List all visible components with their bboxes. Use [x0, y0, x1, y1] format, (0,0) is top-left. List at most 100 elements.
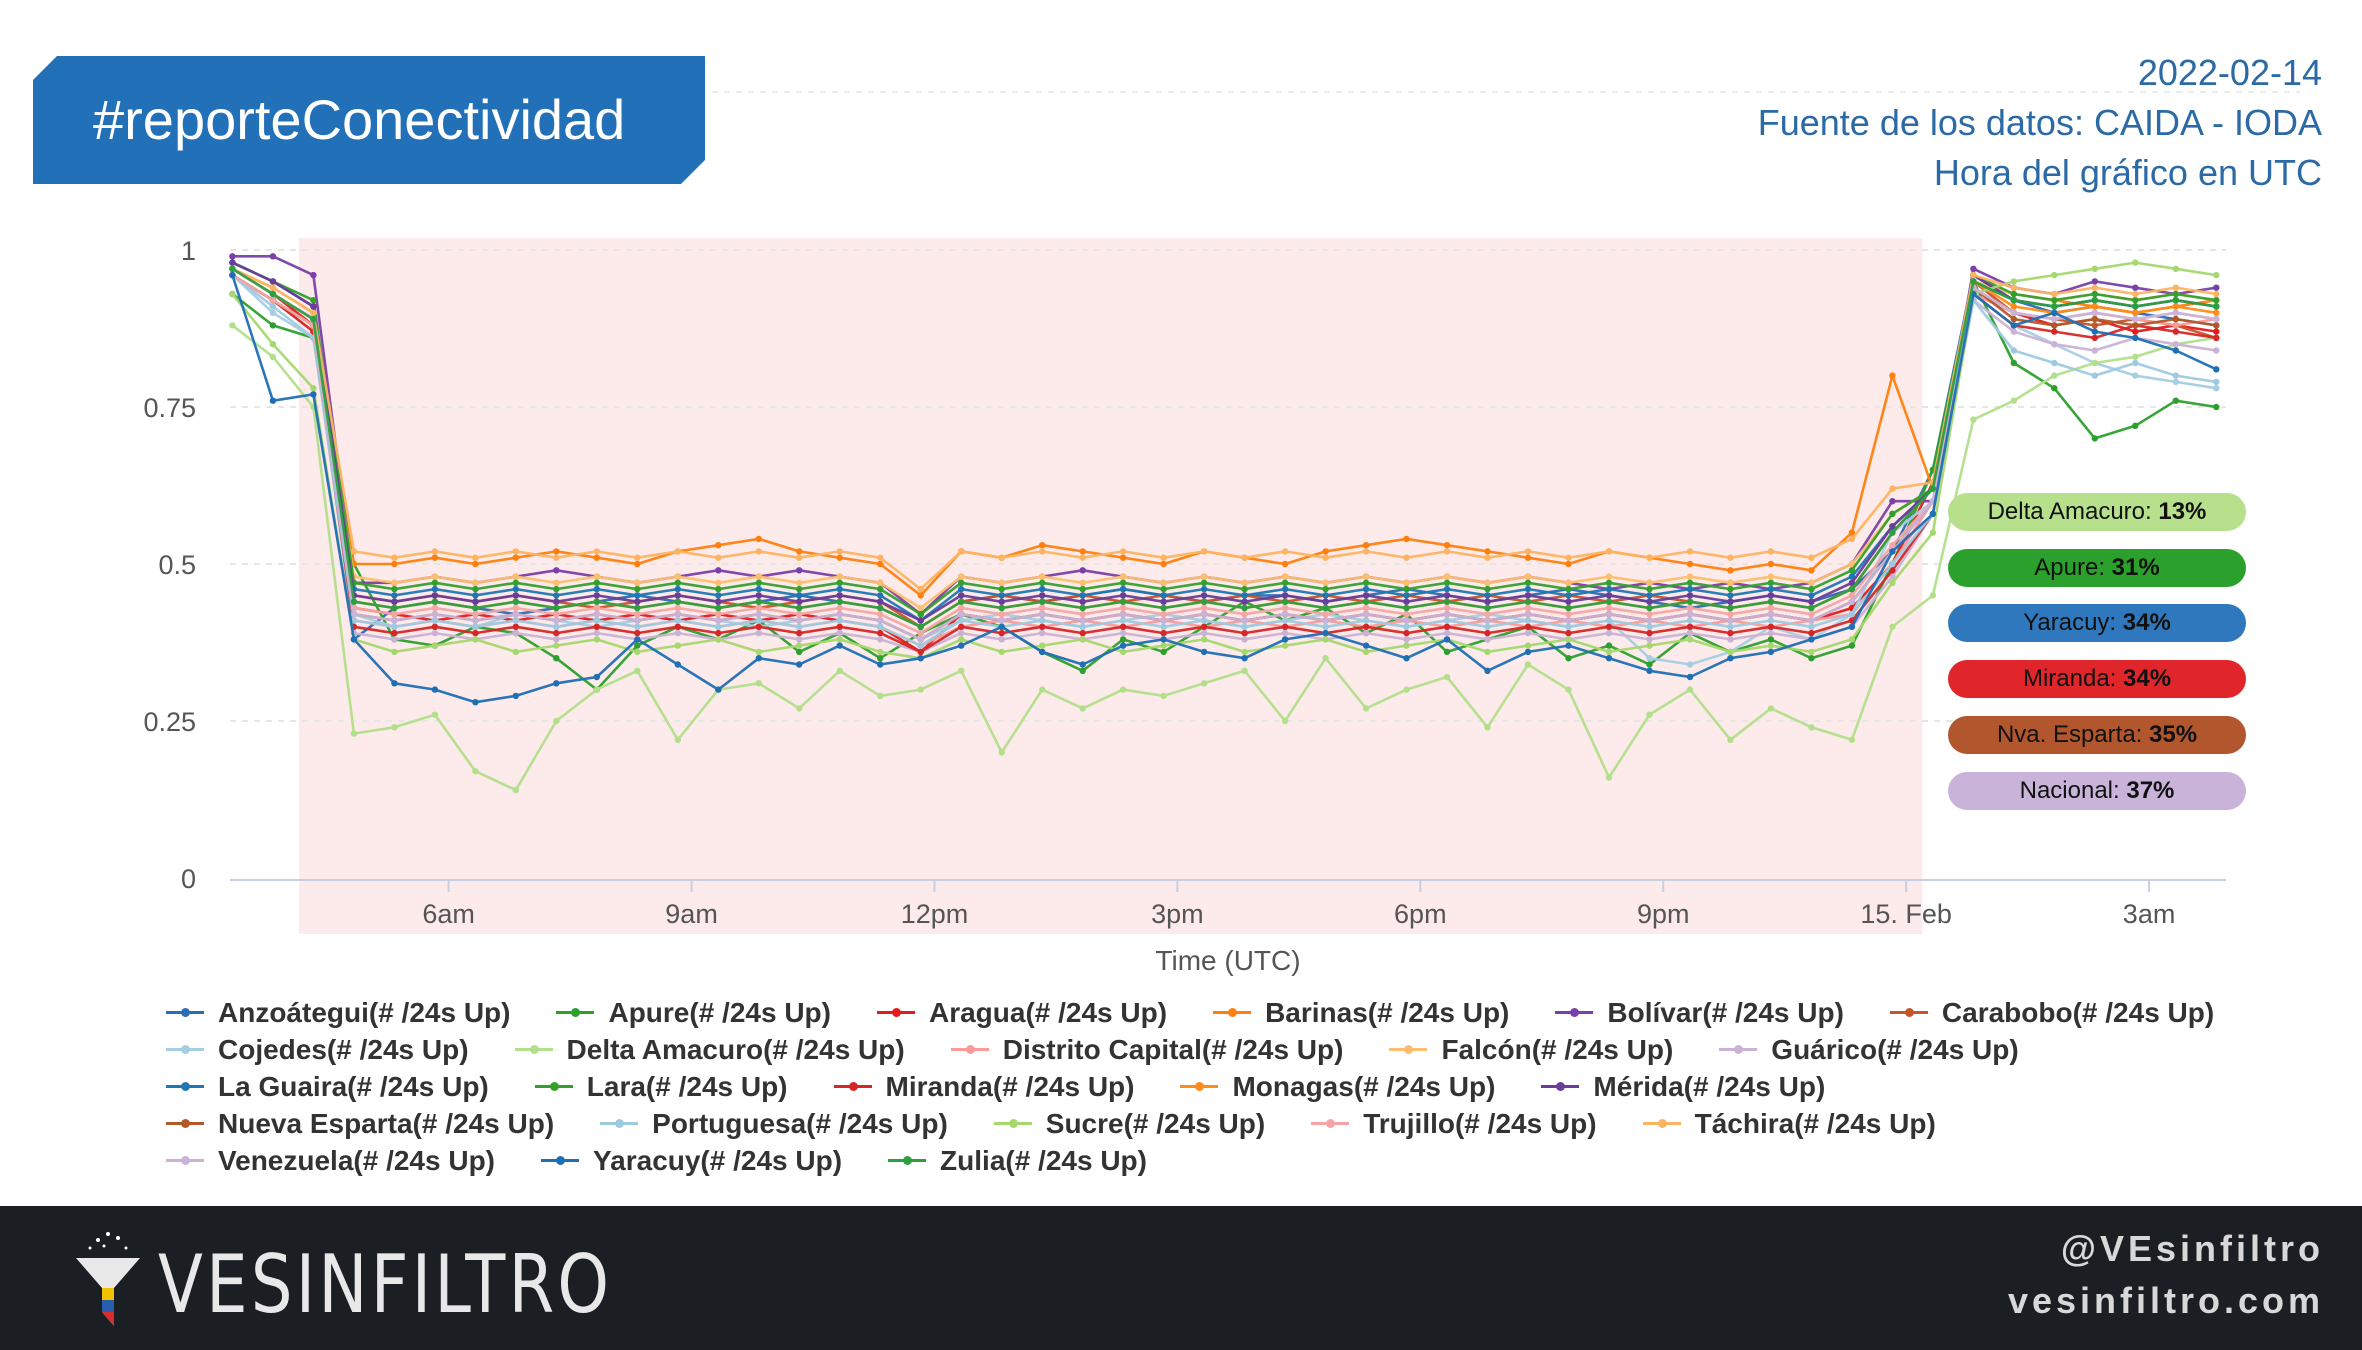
- series-point: [2132, 284, 2139, 291]
- series-point: [634, 667, 641, 674]
- legend-item[interactable]: Distrito Capital(# /24s Up): [950, 1034, 1343, 1066]
- legend-item[interactable]: Monagas(# /24s Up): [1180, 1071, 1495, 1103]
- series-point: [2213, 271, 2220, 279]
- series-point: [1322, 604, 1329, 612]
- series-point: [472, 699, 479, 706]
- series-point: [1970, 271, 1977, 279]
- series-point: [1362, 579, 1370, 586]
- series-point: [512, 786, 519, 794]
- series-point: [1524, 585, 1532, 593]
- series-point: [836, 636, 843, 643]
- legend-item[interactable]: Nueva Esparta(# /24s Up): [166, 1108, 554, 1140]
- series-point: [1889, 548, 1896, 555]
- series-point: [1524, 579, 1532, 586]
- legend-item[interactable]: Miranda(# /24s Up): [833, 1071, 1134, 1103]
- series-point: [796, 648, 803, 656]
- legend-item[interactable]: Barinas(# /24s Up): [1213, 997, 1509, 1029]
- series-point: [2132, 290, 2139, 298]
- legend-item[interactable]: Anzoátegui(# /24s Up): [166, 997, 510, 1029]
- series-point: [1484, 648, 1491, 656]
- series-point: [917, 642, 924, 649]
- series-point: [593, 554, 600, 561]
- series-point: [2213, 378, 2220, 386]
- series-point: [1808, 611, 1815, 618]
- series-point: [877, 554, 884, 561]
- summary-badge-value: 34%: [2123, 665, 2172, 692]
- legend-swatch-icon: [1889, 1008, 1928, 1017]
- series-point: [1362, 573, 1370, 580]
- series-point: [2010, 315, 2018, 323]
- legend-swatch-icon: [1719, 1045, 1758, 1054]
- summary-badge-label: Delta Amacuro:: [1987, 498, 2159, 525]
- x-axis-title: Time (UTC): [1155, 945, 1300, 976]
- series-point: [1848, 529, 1856, 536]
- series-point: [1200, 573, 1208, 580]
- legend-item[interactable]: Lara(# /24s Up): [534, 1071, 788, 1103]
- legend-item[interactable]: Trujillo(# /24s Up): [1311, 1108, 1597, 1140]
- series-point: [634, 560, 641, 568]
- series-point: [1646, 629, 1653, 637]
- y-tick-label: 0.5: [158, 550, 196, 580]
- legend-item[interactable]: Portuguesa(# /24s Up): [600, 1108, 948, 1140]
- series-point: [958, 667, 965, 674]
- series-point: [1403, 623, 1410, 630]
- series-point: [553, 655, 560, 662]
- legend-item[interactable]: Zulia(# /24s Up): [888, 1145, 1147, 1177]
- x-tick-label: 6am: [422, 899, 475, 929]
- legend-item[interactable]: Cojedes(# /24s Up): [166, 1034, 469, 1066]
- legend-item[interactable]: Sucre(# /24s Up): [993, 1107, 1266, 1140]
- legend-item[interactable]: Guárico(# /24s Up): [1719, 1034, 2019, 1066]
- legend-item[interactable]: Venezuela(# /24s Up): [166, 1145, 495, 1177]
- legend-label: Anzoátegui(# /24s Up): [218, 996, 511, 1028]
- series-point: [1605, 573, 1613, 580]
- series-point: [1605, 774, 1613, 781]
- series-point: [1686, 617, 1694, 624]
- chart-meta: 2022-02-14 Fuente de los datos: CAIDA - …: [1758, 48, 2322, 198]
- legend-item[interactable]: Carabobo(# /24s Up): [1889, 997, 2214, 1029]
- series-point: [2010, 297, 2018, 304]
- series-point: [593, 686, 600, 693]
- legend-item[interactable]: Aragua(# /24s Up): [876, 997, 1167, 1029]
- series-point: [1160, 617, 1167, 624]
- series-point: [674, 579, 681, 586]
- series-point: [1039, 611, 1046, 618]
- legend-item[interactable]: Apure(# /24s Up): [556, 997, 831, 1029]
- series-point: [391, 598, 398, 605]
- series-point: [1565, 554, 1572, 561]
- series-point: [836, 629, 843, 637]
- legend-item[interactable]: Mérida(# /24s Up): [1541, 1071, 1825, 1103]
- legend-item[interactable]: Delta Amacuro(# /24s Up): [514, 1034, 905, 1066]
- legend-item[interactable]: Bolívar(# /24s Up): [1555, 997, 1844, 1029]
- series-point: [998, 636, 1005, 643]
- legend-label: Portuguesa(# /24s Up): [652, 1107, 948, 1139]
- series-point: [1160, 636, 1167, 643]
- legend-item[interactable]: La Guaira(# /24s Up): [166, 1071, 489, 1103]
- series-point: [836, 617, 843, 624]
- series-point: [1686, 560, 1694, 568]
- series-point: [1565, 636, 1572, 643]
- series-point: [2010, 278, 2018, 285]
- legend-item[interactable]: Falcón(# /24s Up): [1389, 1034, 1673, 1066]
- legend-item[interactable]: Yaracuy(# /24s Up): [541, 1145, 842, 1177]
- series-point: [755, 585, 762, 593]
- series-point: [1727, 617, 1734, 624]
- series-point: [431, 573, 439, 580]
- series-point: [1200, 629, 1208, 637]
- series-point: [1484, 623, 1491, 630]
- series-point: [1200, 648, 1208, 656]
- series-point: [1808, 567, 1815, 574]
- series-point: [634, 611, 641, 618]
- series-point: [350, 611, 358, 618]
- series-point: [1362, 604, 1370, 612]
- series-point: [431, 585, 439, 593]
- series-point: [715, 598, 722, 605]
- legend-label: Sucre(# /24s Up): [1045, 1107, 1266, 1139]
- series-point: [472, 598, 479, 605]
- legend-swatch-icon: [1311, 1119, 1350, 1128]
- series-point: [593, 617, 600, 624]
- series-point: [1565, 642, 1572, 649]
- legend-item[interactable]: Táchira(# /24s Up): [1642, 1108, 1936, 1140]
- series-point: [269, 303, 277, 310]
- series-line: [231, 273, 2217, 654]
- series-point: [1119, 573, 1127, 580]
